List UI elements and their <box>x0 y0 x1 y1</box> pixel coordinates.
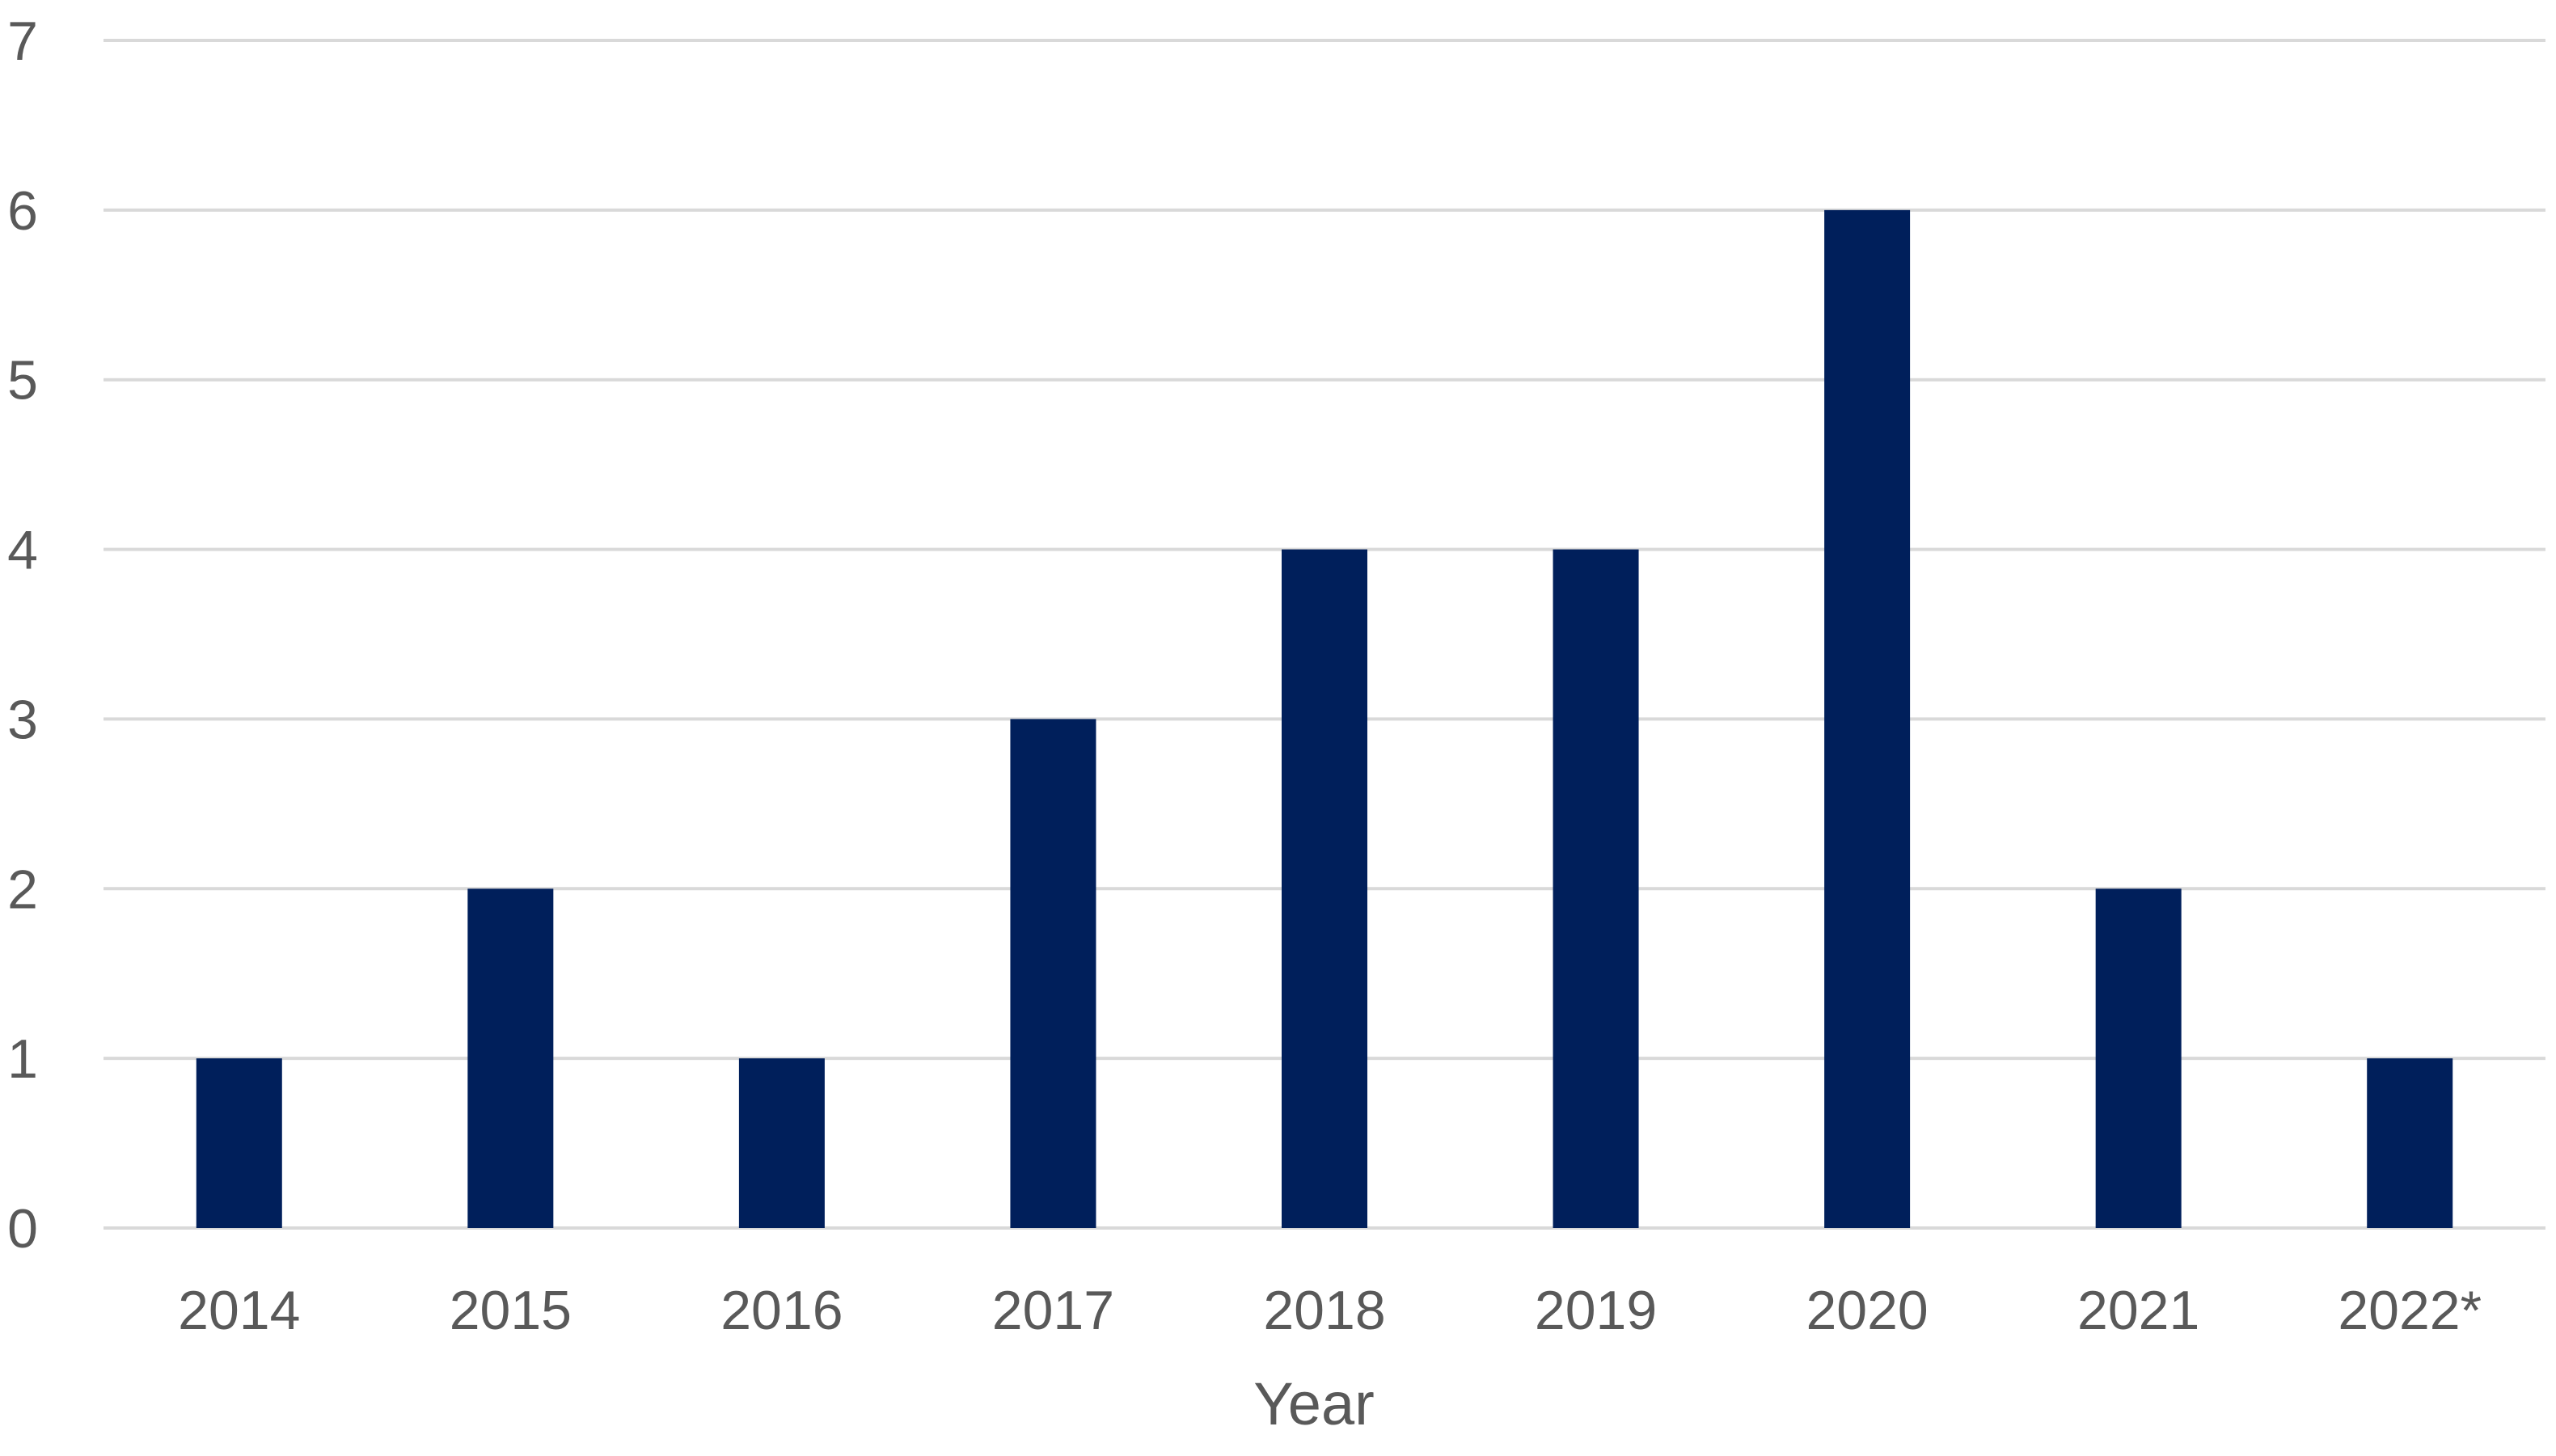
bar-2015 <box>467 888 554 1228</box>
bars <box>196 209 2453 1228</box>
x-tick-label: 2019 <box>1535 1280 1657 1341</box>
x-tick-label: 2016 <box>720 1280 843 1341</box>
x-tick-label: 2022* <box>2338 1280 2482 1341</box>
bar-2017 <box>1010 719 1096 1228</box>
bar-2016 <box>738 1058 825 1228</box>
bar-2021 <box>2095 888 2182 1228</box>
x-axis-ticks: 2014 2015 2016 2017 2018 2019 2020 2021 2022* <box>178 1280 2482 1341</box>
x-axis-title: Year <box>1253 1370 1375 1437</box>
y-tick-label: 5 <box>7 350 38 411</box>
y-tick-label: 7 <box>7 11 38 72</box>
x-tick-label: 2015 <box>450 1280 572 1341</box>
bar-2018 <box>1282 549 1367 1228</box>
x-tick-label: 2017 <box>992 1280 1114 1341</box>
x-tick-label: 2020 <box>1806 1280 1928 1341</box>
bar-2019 <box>1553 549 1639 1228</box>
bar-2022 <box>2367 1058 2453 1228</box>
y-axis-ticks: 0 1 2 3 4 5 6 7 <box>7 11 38 1260</box>
y-tick-label: 6 <box>7 180 38 242</box>
y-tick-label: 1 <box>7 1028 38 1090</box>
y-tick-label: 2 <box>7 859 38 920</box>
x-tick-label: 2021 <box>2077 1280 2199 1341</box>
x-tick-label: 2018 <box>1263 1280 1385 1341</box>
y-tick-label: 4 <box>7 520 38 581</box>
bar-2020 <box>1824 209 1911 1228</box>
bar-2014 <box>196 1058 282 1228</box>
y-tick-label: 0 <box>7 1198 38 1260</box>
x-tick-label: 2014 <box>178 1280 300 1341</box>
y-tick-label: 3 <box>7 689 38 750</box>
